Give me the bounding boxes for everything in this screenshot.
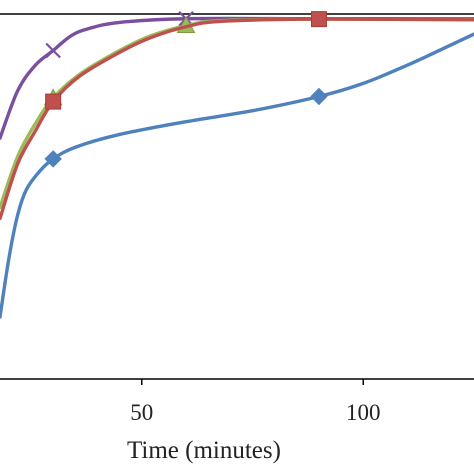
series-square xyxy=(0,11,474,221)
series-diamond xyxy=(0,32,474,319)
series-layer xyxy=(0,10,474,319)
data-point-diamond-1 xyxy=(310,87,328,106)
x-tick-label: 50 xyxy=(130,400,153,425)
series-line-square xyxy=(0,17,474,221)
data-point-diamond-0 xyxy=(44,150,62,168)
data-point-square-1 xyxy=(310,11,327,28)
x-tick-label: 100 xyxy=(346,400,381,425)
x-axis-ticks: 50 100 xyxy=(130,379,381,425)
series-line-diamond xyxy=(0,32,474,319)
data-point-x-0 xyxy=(45,42,61,59)
x-axis-title: Time (minutes) xyxy=(127,437,281,464)
data-point-square-0 xyxy=(45,93,62,110)
